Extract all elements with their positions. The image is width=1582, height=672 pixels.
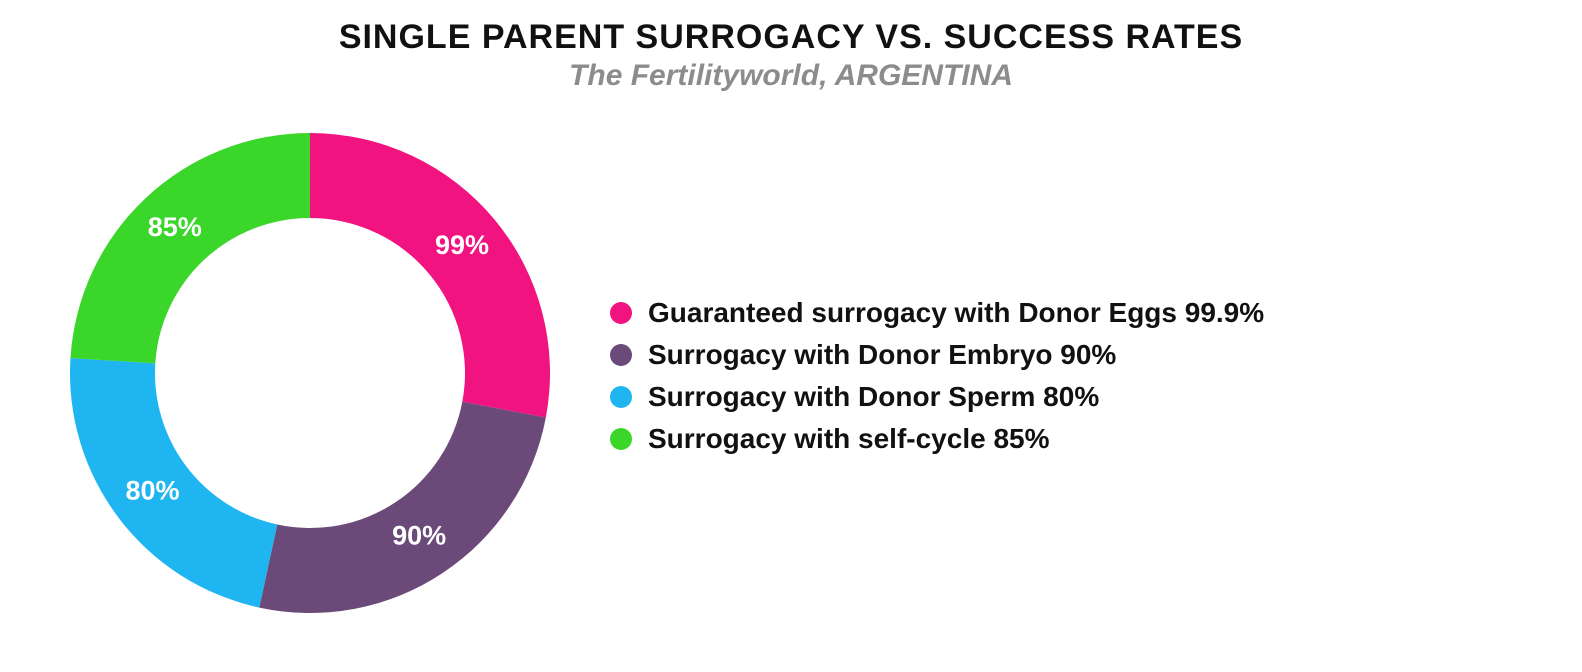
header: SINGLE PARENT SURROGACY VS. SUCCESS RATE…	[0, 0, 1582, 93]
donut-slice-label: 80%	[125, 475, 179, 505]
legend-item: Guaranteed surrogacy with Donor Eggs 99.…	[610, 297, 1542, 329]
legend-dot-icon	[610, 386, 632, 408]
donut-slice	[310, 133, 550, 417]
legend-item: Surrogacy with Donor Sperm 80%	[610, 381, 1542, 413]
legend-label: Guaranteed surrogacy with Donor Eggs 99.…	[648, 297, 1264, 329]
legend-item: Surrogacy with self-cycle 85%	[610, 423, 1542, 455]
donut-chart-svg: 99% 90% 80% 85%	[40, 103, 580, 643]
donut-chart: 99% 90% 80% 85%	[40, 103, 580, 648]
donut-slice-label: 90%	[392, 521, 446, 551]
donut-slice-label: 85%	[148, 212, 202, 242]
main-content: 99% 90% 80% 85% Guaranteed surrogacy with D…	[0, 93, 1582, 648]
donut-slice-label: 99%	[435, 230, 489, 260]
legend-label: Surrogacy with Donor Embryo 90%	[648, 339, 1116, 371]
legend: Guaranteed surrogacy with Donor Eggs 99.…	[580, 287, 1542, 465]
legend-dot-icon	[610, 344, 632, 366]
legend-label: Surrogacy with Donor Sperm 80%	[648, 381, 1099, 413]
donut-slice	[70, 133, 310, 363]
page-title: SINGLE PARENT SURROGACY VS. SUCCESS RATE…	[0, 18, 1582, 57]
legend-label: Surrogacy with self-cycle 85%	[648, 423, 1050, 455]
donut-slice	[259, 402, 546, 613]
page-subtitle: The Fertilityworld, ARGENTINA	[0, 59, 1582, 93]
legend-item: Surrogacy with Donor Embryo 90%	[610, 339, 1542, 371]
legend-dot-icon	[610, 302, 632, 324]
legend-dot-icon	[610, 428, 632, 450]
